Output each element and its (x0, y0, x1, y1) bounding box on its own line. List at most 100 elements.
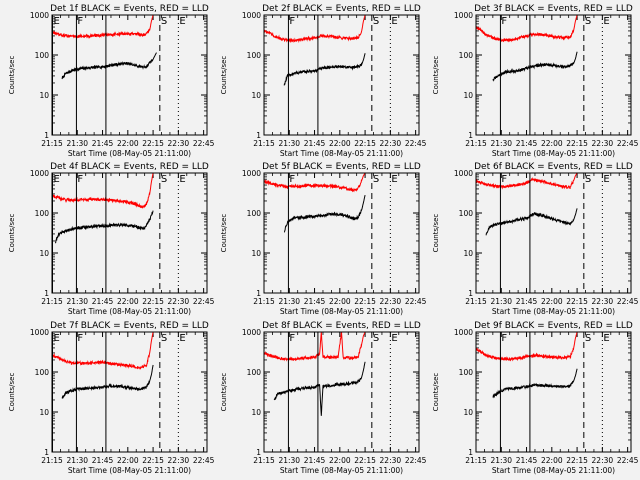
x-tick-label: 22:45 (617, 456, 639, 465)
y-tick-label: 1000 (30, 11, 49, 20)
x-tick-label: 22:45 (405, 297, 427, 306)
y-tick-label: 100 (35, 209, 50, 218)
x-tick-label: 22:45 (617, 139, 639, 148)
plot-frame (475, 331, 632, 453)
y-tick-label: 1 (256, 289, 261, 298)
panel-title: Det 9f BLACK = Events, RED = LLD (474, 321, 633, 331)
x-axis-label: Start Time (08-May-05 21:11:00) (280, 307, 403, 316)
x-tick-label: 22:30 (380, 139, 402, 148)
y-tick-label: 10 (251, 408, 261, 417)
marker-label: S (373, 16, 379, 27)
x-tick-label: 22:30 (380, 456, 402, 465)
x-tick-label: 22:45 (193, 297, 215, 306)
y-tick-label: 10 (39, 91, 49, 100)
series-events-line (273, 361, 366, 416)
marker-label: E (603, 16, 609, 27)
marker-label: S (161, 16, 167, 27)
x-tick-label: 22:45 (405, 139, 427, 148)
x-axis-label: Start Time (08-May-05 21:11:00) (280, 149, 403, 158)
y-tick-label: 1000 (242, 328, 261, 337)
y-tick-label: 100 (247, 368, 262, 377)
x-tick-label: 22:30 (168, 297, 190, 306)
y-tick-label: 1000 (242, 11, 261, 20)
x-tick-label: 21:15 (253, 139, 275, 148)
x-tick-label: 22:00 (541, 456, 563, 465)
plot-frame (475, 14, 632, 136)
y-tick-label: 1000 (454, 11, 473, 20)
y-axis-label: Counts/sec (8, 373, 16, 412)
series-lld-line (52, 332, 154, 370)
y-axis-label: Counts/sec (220, 373, 228, 412)
y-tick-label: 10 (463, 249, 473, 258)
y-axis-label: Counts/sec (8, 214, 16, 253)
y-tick-label: 10 (39, 249, 49, 258)
x-tick-label: 22:15 (354, 297, 376, 306)
panel-6: Det 6f BLACK = Events, RED = LLD 1 10 100 10… (432, 162, 639, 316)
series-events-line (54, 210, 154, 244)
marker-label: S (373, 174, 379, 185)
panel-title: Det 7f BLACK = Events, RED = LLD (50, 321, 209, 331)
x-tick-label: 21:15 (41, 456, 63, 465)
panel-title: Det 3f BLACK = Events, RED = LLD (474, 4, 633, 14)
y-tick-label: 1 (468, 448, 473, 457)
y-tick-label: 1 (256, 448, 261, 457)
panel-title: Det 2f BLACK = Events, RED = LLD (262, 4, 421, 14)
marker-label: F (289, 333, 295, 344)
y-tick-label: 1000 (454, 328, 473, 337)
x-tick-label: 21:45 (92, 297, 114, 306)
y-tick-label: 1 (256, 131, 261, 140)
marker-label: S (585, 174, 591, 185)
marker-label: S (161, 333, 167, 344)
marker-label: F (289, 174, 295, 185)
y-tick-label: 10 (463, 408, 473, 417)
x-tick-label: 21:45 (304, 139, 326, 148)
series-lld-line (264, 173, 366, 193)
marker-label: F (501, 174, 507, 185)
x-tick-label: 21:45 (304, 456, 326, 465)
x-axis-label: Start Time (08-May-05 21:11:00) (68, 307, 191, 316)
marker-label: F (501, 16, 507, 27)
x-tick-label: 22:00 (329, 139, 351, 148)
x-tick-label: 22:15 (566, 456, 588, 465)
marker-label: E (391, 16, 397, 27)
plot-frame (263, 172, 420, 294)
x-tick-label: 22:00 (329, 297, 351, 306)
y-tick-label: 1 (468, 289, 473, 298)
panel-title: Det 5f BLACK = Events, RED = LLD (262, 162, 421, 172)
y-tick-label: 10 (251, 91, 261, 100)
x-tick-label: 22:00 (541, 139, 563, 148)
y-tick-label: 1000 (30, 169, 49, 178)
series-lld-line (476, 173, 578, 190)
x-tick-label: 22:15 (566, 297, 588, 306)
series-lld-line (52, 173, 154, 209)
x-tick-label: 22:30 (168, 456, 190, 465)
x-tick-label: 22:45 (617, 297, 639, 306)
x-tick-label: 21:30 (66, 139, 88, 148)
y-tick-label: 10 (39, 408, 49, 417)
x-tick-label: 21:30 (278, 297, 300, 306)
y-tick-label: 1000 (30, 328, 49, 337)
marker-label: F (77, 16, 83, 27)
series-lld-line (476, 15, 578, 43)
x-tick-label: 22:15 (354, 456, 376, 465)
x-tick-label: 21:30 (490, 139, 512, 148)
x-tick-label: 21:15 (465, 456, 487, 465)
y-tick-label: 10 (463, 91, 473, 100)
marker-label: S (585, 333, 591, 344)
y-tick-label: 1000 (454, 169, 473, 178)
marker-label: E (391, 333, 397, 344)
x-tick-label: 22:30 (380, 297, 402, 306)
x-tick-label: 21:15 (41, 139, 63, 148)
y-tick-label: 10 (251, 249, 261, 258)
y-tick-label: 100 (247, 209, 262, 218)
plot-frame (51, 172, 208, 294)
marker-label: E (603, 333, 609, 344)
y-tick-label: 1 (44, 289, 49, 298)
y-axis-label: Counts/sec (432, 373, 440, 412)
panel-2: Det 2f BLACK = Events, RED = LLD 1 10 100 10… (220, 4, 427, 158)
marker-label: S (585, 16, 591, 27)
x-tick-label: 22:45 (193, 139, 215, 148)
x-tick-label: 21:15 (41, 297, 63, 306)
panel-title: Det 8f BLACK = Events, RED = LLD (262, 321, 421, 331)
